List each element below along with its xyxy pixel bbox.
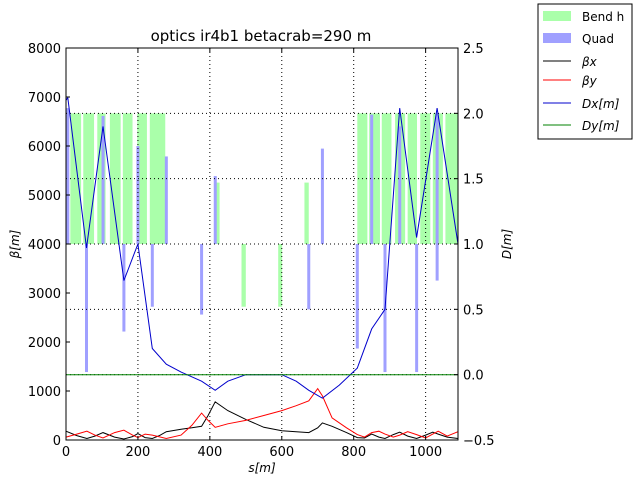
y-tick-label: 4000 (28, 238, 61, 253)
axis-ticks: 0 200 400 600 800 1000 0 1000 2000 3000 4000 5000 60… (28, 42, 495, 460)
legend-swatch-bend (543, 11, 571, 21)
legend-label-betax: βx (581, 55, 598, 69)
legend-label-quad: Quad (582, 32, 614, 46)
y2-tick-label: −0.5 (463, 434, 495, 449)
series-line-betay (65, 387, 459, 440)
quad-magnet (307, 244, 311, 310)
x-tick-label: 0 (62, 445, 70, 460)
bend-magnet (407, 113, 418, 244)
y-tick-label: 1000 (28, 385, 61, 400)
legend-label-bend: Bend h (582, 10, 624, 24)
series-lines (65, 96, 459, 440)
y2-tick-label: 1.0 (463, 238, 484, 253)
quad-magnet (66, 108, 70, 245)
legend-label-dx: Dx[m] (582, 97, 620, 111)
quad-magnet (415, 244, 419, 373)
quad-magnet (200, 244, 204, 315)
lattice-elements (66, 108, 458, 373)
bend-magnet (304, 182, 309, 244)
bend-magnet (241, 244, 246, 307)
y-axis-label: β[m] (8, 229, 22, 259)
y-tick-label: 6000 (28, 140, 61, 155)
bend-magnet (149, 113, 166, 244)
bend-magnet (445, 113, 458, 244)
x-tick-label: 400 (197, 445, 222, 460)
quad-magnet (435, 113, 439, 244)
quad-magnet (370, 114, 374, 244)
y-tick-label: 5000 (28, 189, 61, 204)
bend-magnet (83, 113, 95, 244)
y2-axis-label: D[m] (500, 229, 514, 260)
quad-magnet (320, 148, 324, 244)
bend-magnet (122, 113, 133, 244)
series-line-betax (65, 401, 459, 440)
x-axis-label: s[m] (248, 461, 276, 475)
quad-magnet (355, 244, 359, 349)
legend-label-betay: βy (581, 74, 598, 88)
legend: Bend h Quad βx βy Dx[m] Dy[m] (537, 3, 633, 140)
quad-magnet (164, 156, 168, 244)
bend-magnet (420, 113, 431, 244)
bend-magnet (214, 182, 220, 244)
quad-magnet (150, 244, 154, 307)
x-tick-label: 1000 (409, 445, 442, 460)
y2-tick-label: 2.5 (463, 42, 484, 57)
y2-tick-label: 0.0 (463, 369, 484, 384)
quad-magnet (101, 115, 105, 245)
x-tick-label: 600 (269, 445, 294, 460)
legend-box (537, 3, 633, 140)
y-tick-label: 3000 (28, 287, 61, 302)
quad-magnet (136, 146, 140, 244)
bend-magnet (97, 113, 106, 244)
quad-magnet (122, 244, 126, 332)
x-tick-label: 200 (126, 445, 151, 460)
y-tick-label: 2000 (28, 336, 61, 351)
y2-tick-label: 1.5 (463, 173, 484, 188)
quad-magnet (213, 176, 217, 244)
y-tick-label: 0 (53, 434, 61, 449)
y2-tick-label: 2.0 (463, 107, 484, 122)
y-tick-label: 8000 (28, 42, 61, 57)
legend-label-dy: Dy[m] (582, 119, 620, 133)
chart-title: optics ir4b1 betacrab=290 m (151, 27, 372, 45)
legend-swatch-quad (543, 33, 571, 43)
y-tick-label: 7000 (28, 91, 61, 106)
bend-magnet (70, 113, 82, 244)
quad-magnet (84, 244, 88, 373)
quad-magnet (435, 244, 439, 281)
bend-magnet (278, 244, 283, 307)
quad-magnet (398, 126, 402, 244)
bend-magnet (109, 113, 121, 244)
x-tick-label: 800 (341, 445, 366, 460)
y2-tick-label: 0.5 (463, 303, 484, 318)
